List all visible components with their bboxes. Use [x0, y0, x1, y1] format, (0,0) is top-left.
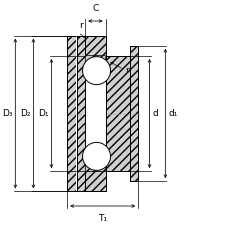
Text: D₂: D₂	[20, 109, 30, 118]
Bar	[76, 36, 77, 191]
Text: D₁: D₁	[38, 109, 48, 118]
PathPatch shape	[85, 56, 97, 68]
PathPatch shape	[93, 159, 105, 171]
Bar	[130, 46, 138, 181]
Bar	[85, 171, 105, 191]
Bar	[67, 36, 76, 191]
Bar	[85, 56, 105, 171]
Text: T₁: T₁	[98, 214, 107, 223]
Text: D₃: D₃	[2, 109, 12, 118]
Circle shape	[82, 57, 110, 85]
Text: d: d	[152, 109, 158, 118]
PathPatch shape	[93, 56, 105, 68]
PathPatch shape	[85, 159, 97, 171]
Text: C: C	[92, 4, 98, 13]
Bar	[105, 56, 130, 171]
Text: d₁: d₁	[168, 109, 177, 118]
Text: r: r	[124, 66, 128, 75]
Text: r: r	[79, 21, 83, 30]
Circle shape	[82, 142, 110, 170]
Bar	[85, 36, 105, 56]
Bar	[77, 36, 85, 191]
